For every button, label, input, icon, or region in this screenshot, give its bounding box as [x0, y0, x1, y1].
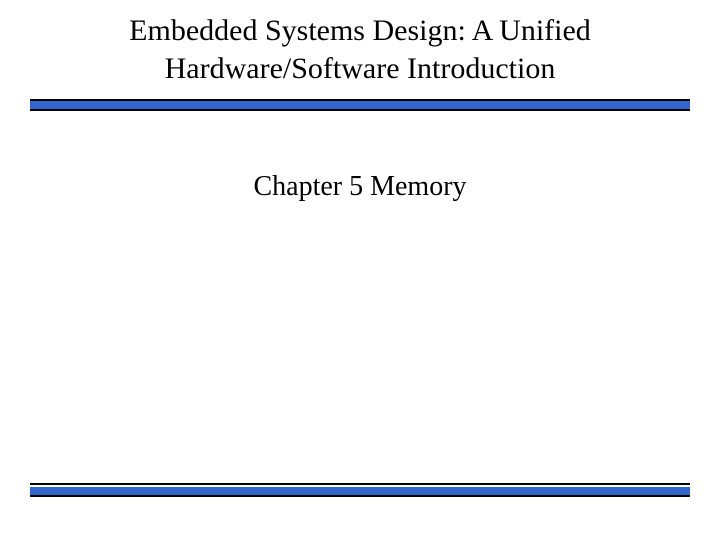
- bottom-divider-bar: [30, 487, 690, 497]
- slide-title-line2: Hardware/Software Introduction: [0, 50, 720, 88]
- bottom-divider-line: [30, 483, 690, 485]
- top-divider-bar: [30, 101, 690, 111]
- subtitle-container: Chapter 5 Memory: [0, 171, 720, 203]
- title-container: Embedded Systems Design: A Unified Hardw…: [0, 0, 720, 95]
- slide-subtitle: Chapter 5 Memory: [0, 171, 720, 203]
- slide-title-line1: Embedded Systems Design: A Unified: [0, 12, 720, 50]
